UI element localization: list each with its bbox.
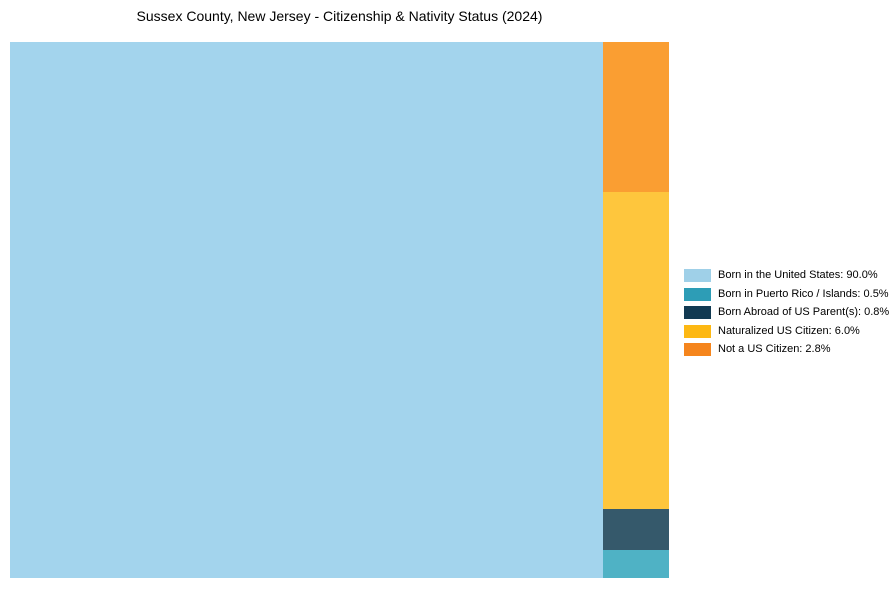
- legend-swatch: [684, 343, 711, 357]
- legend-item-born-abroad-of-us-parents: Born Abroad of US Parent(s): 0.8%: [684, 306, 889, 320]
- treemap-block-born-in-united-states: [10, 42, 603, 578]
- treemap-block-not-a-us-citizen: [603, 42, 669, 192]
- legend-swatch: [684, 287, 711, 301]
- legend-item-not-a-us-citizen: Not a US Citizen: 2.8%: [684, 343, 889, 357]
- legend-item-born-in-puerto-rico-islands: Born in Puerto Rico / Islands: 0.5%: [684, 287, 889, 301]
- legend-swatch: [684, 306, 711, 320]
- legend-item-born-in-united-states: Born in the United States: 90.0%: [684, 269, 889, 282]
- treemap-block-born-in-puerto-rico-islands: [603, 550, 669, 578]
- treemap-block-born-abroad-of-us-parents: [603, 509, 669, 550]
- legend-label: Born in Puerto Rico / Islands: 0.5%: [718, 287, 889, 300]
- treemap-block-naturalized-us-citizen: [603, 192, 669, 509]
- legend-item-naturalized-us-citizen: Naturalized US Citizen: 6.0%: [684, 324, 889, 338]
- legend-label: Born in the United States: 90.0%: [718, 269, 878, 281]
- legend: Born in the United States: 90.0% Born in…: [684, 269, 889, 362]
- chart-title: Sussex County, New Jersey - Citizenship …: [136, 8, 543, 24]
- legend-swatch: [684, 269, 711, 282]
- legend-swatch: [684, 324, 711, 338]
- treemap: [10, 42, 669, 578]
- legend-label: Born Abroad of US Parent(s): 0.8%: [718, 306, 889, 319]
- legend-label: Naturalized US Citizen: 6.0%: [718, 324, 860, 337]
- legend-label: Not a US Citizen: 2.8%: [718, 343, 831, 356]
- treemap-minor-column: [603, 42, 669, 578]
